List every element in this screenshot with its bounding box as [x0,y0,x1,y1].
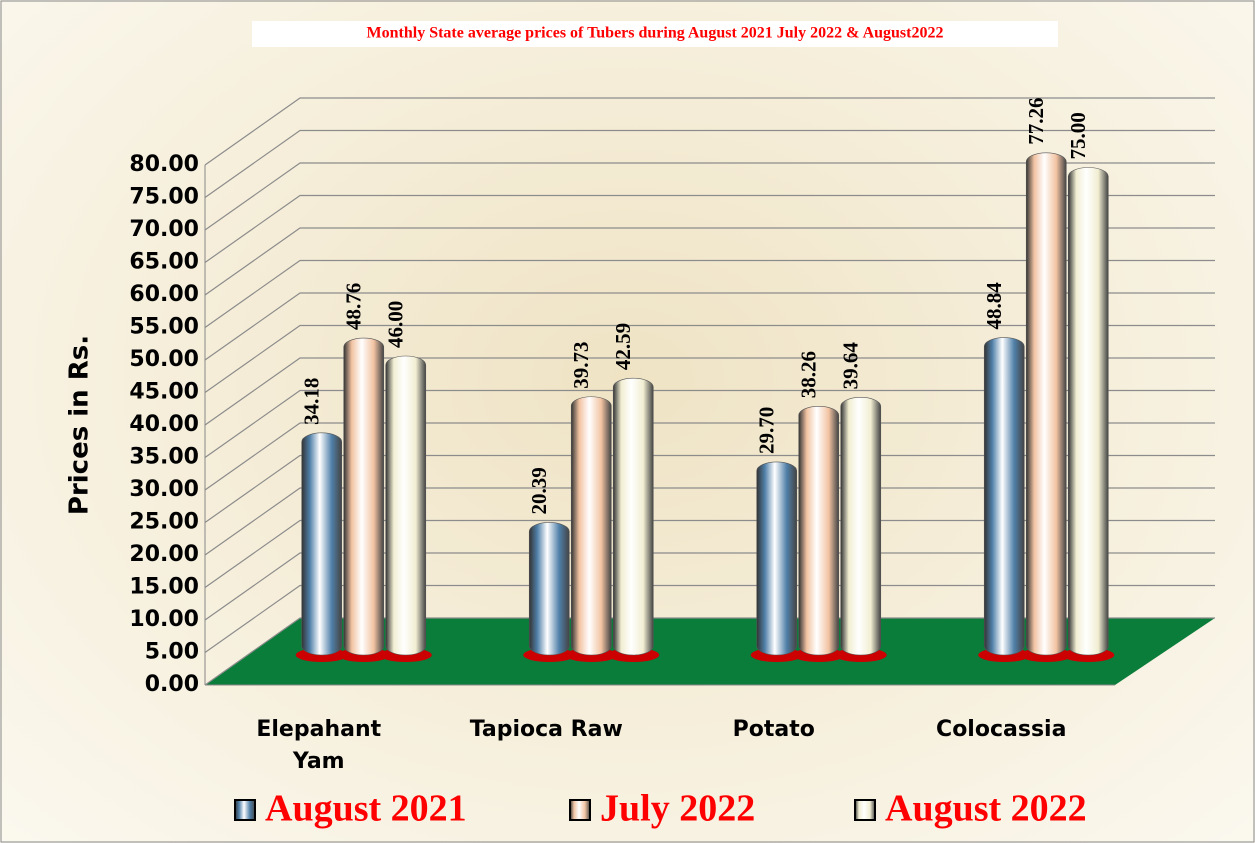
grid-line [204,357,1215,426]
y-tick-label: 15.00 [129,575,199,600]
bar [1067,167,1109,656]
value-label: 75.00 [1066,112,1090,159]
value-label: 20.39 [527,467,551,514]
bar [528,522,570,656]
y-tick-label: 40.00 [129,412,199,437]
legend-label: August 2021 [265,788,467,830]
grid-line [204,519,1215,588]
grid-line [204,194,1215,263]
grid-line [204,324,1215,393]
y-tick-label: 50.00 [129,347,199,372]
y-tick-label: 10.00 [129,607,199,632]
bar [756,461,798,656]
grid-line [204,584,1215,653]
grid-line [204,454,1215,523]
y-axis-label: Prices in Rs. [65,335,95,515]
y-tick-label: 60.00 [129,282,199,307]
bar [840,397,882,656]
legend-label: July 2022 [600,788,755,830]
grid-line [204,389,1215,458]
value-label: 48.76 [342,283,366,330]
floor [205,618,1215,685]
value-label: 77.26 [1024,98,1048,145]
legend-swatch [234,799,256,821]
x-tick-label: Elepahant Yam [256,717,382,774]
y-tick-label: 70.00 [129,217,199,242]
y-tick-label: 65.00 [129,250,199,275]
y-tick-label: 45.00 [129,380,199,405]
y-tick-label: 25.00 [129,510,199,535]
bar [612,377,654,656]
grid-line [204,162,1215,231]
grid-line [204,487,1215,556]
y-tick-label: 80.00 [129,152,199,177]
grid-line [204,292,1215,361]
chart-title: Monthly State average prices of Tubers d… [367,25,944,42]
x-tick-label: Tapioca Raw [469,717,623,742]
y-tick-label: 5.00 [145,640,199,665]
legend-swatch [854,799,876,821]
y-tick-label: 35.00 [129,445,199,470]
grid-line [204,129,1215,198]
grid-line [204,552,1215,621]
value-label: 29.70 [755,407,779,454]
y-tick-label: 75.00 [129,185,199,210]
y-tick-label: 55.00 [129,315,199,340]
bar [1025,152,1067,656]
bar [343,337,385,656]
grid-line [204,422,1215,491]
title-box [252,21,1058,47]
value-label: 39.64 [839,342,863,390]
bar [301,432,343,656]
bar [798,406,840,656]
y-tick-label: 30.00 [129,477,199,502]
value-label: 48.84 [982,282,1006,330]
grid-line [204,97,1215,166]
value-label: 46.00 [384,301,408,348]
bar [983,337,1025,656]
grid-line [204,259,1215,328]
x-tick-label: Colocassia [936,717,1067,742]
value-label: 39.73 [569,342,593,389]
bar [570,396,612,656]
value-label: 42.59 [611,323,635,370]
grid-line [204,227,1215,296]
x-tick-label: Potato [732,717,815,742]
value-label: 38.26 [797,351,821,398]
legend-label: August 2022 [885,788,1087,830]
value-label: 34.18 [300,378,324,425]
bar [385,355,427,656]
grid-line [204,617,1215,686]
y-tick-label: 20.00 [129,542,199,567]
legend-swatch [569,799,591,821]
y-tick-label: 0.00 [145,672,199,697]
